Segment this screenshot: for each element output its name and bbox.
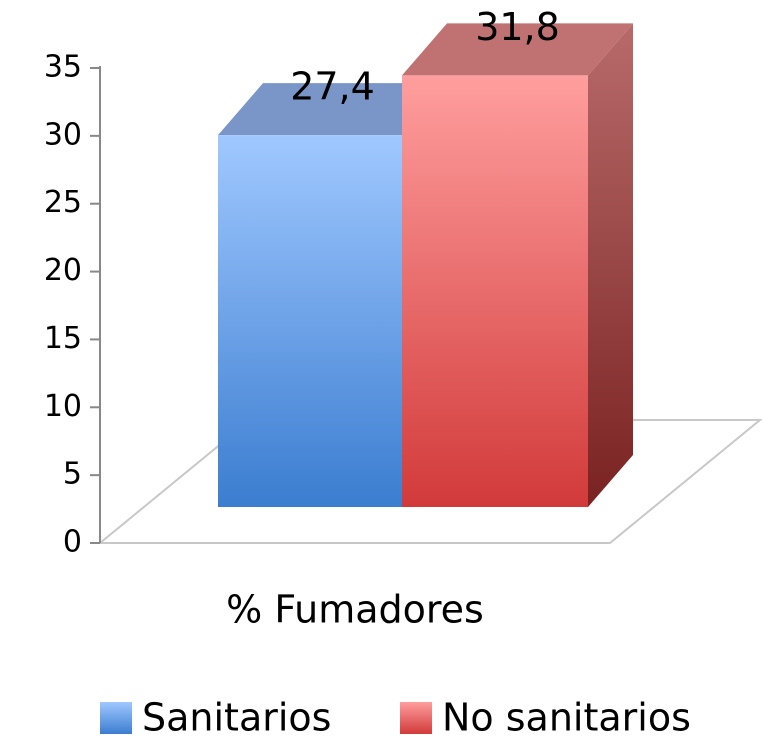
- y-tick-label: 10: [44, 389, 82, 424]
- bar-top: [402, 23, 633, 76]
- y-tick-label: 0: [63, 525, 82, 560]
- legend-label: Sanitarios: [142, 696, 331, 740]
- value-label: 31,8: [475, 5, 560, 49]
- category-label: % Fumadores: [226, 588, 484, 632]
- legend-swatch: [400, 702, 432, 734]
- y-tick-label: 25: [44, 185, 82, 220]
- value-label: 27,4: [290, 65, 375, 109]
- y-tick-label: 35: [44, 50, 82, 85]
- legend-label: No sanitarios: [442, 696, 691, 740]
- bar: [218, 135, 402, 507]
- y-tick-label: 5: [63, 457, 82, 492]
- y-tick-label: 15: [44, 321, 82, 356]
- legend-swatch: [100, 702, 132, 734]
- y-tick-label: 20: [44, 253, 82, 288]
- bar-side: [588, 23, 633, 508]
- bar-top: [218, 83, 447, 136]
- bar: [402, 75, 588, 507]
- y-tick-label: 30: [44, 117, 82, 152]
